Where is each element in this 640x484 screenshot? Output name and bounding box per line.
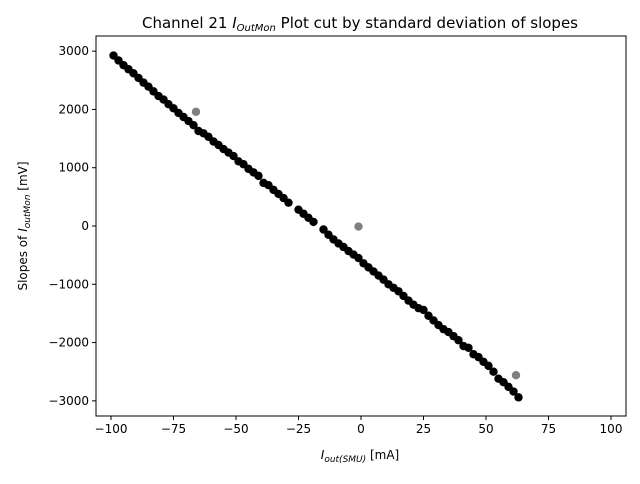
data-point	[514, 393, 523, 402]
cut-data-point	[191, 107, 201, 116]
data-point	[189, 120, 198, 130]
data-point	[319, 225, 328, 234]
data-point	[489, 367, 498, 376]
x-tick-label: −25	[286, 422, 311, 436]
x-tick-label: 25	[416, 422, 431, 436]
chart-title: Channel 21 IOutMon Plot cut by standard …	[142, 14, 578, 34]
data-point	[284, 198, 293, 207]
x-axis-label: Iout(SMU) [mA]	[321, 448, 399, 465]
x-tick-label: 0	[357, 422, 365, 436]
y-tick-label: −3000	[48, 394, 89, 408]
y-tick-label: −1000	[48, 277, 89, 291]
y-axis-label: Slopes of IoutMon [mV]	[16, 161, 33, 290]
x-tick-label: 75	[541, 422, 556, 436]
x-tick-label: 50	[478, 422, 493, 436]
data-point	[419, 305, 428, 315]
cut-data-point	[354, 222, 363, 231]
x-axis-ticks: −100 −75 −50 −25 0 25 50 75 100	[95, 416, 623, 436]
data-point	[464, 343, 473, 353]
y-tick-label: 1000	[58, 161, 89, 175]
y-tick-label: 0	[81, 219, 89, 233]
cut-data-point	[511, 371, 521, 380]
y-tick-label: −2000	[48, 336, 89, 350]
data-point	[484, 361, 493, 371]
data-point	[229, 151, 238, 161]
data-point	[254, 171, 263, 181]
x-tick-label: −50	[223, 422, 248, 436]
data-points	[109, 51, 523, 402]
y-axis-ticks: −3000 −2000 −1000 0 1000 2000 3000	[48, 44, 96, 408]
x-tick-label: −100	[95, 422, 128, 436]
data-point	[354, 253, 363, 263]
x-tick-label: −75	[161, 422, 186, 436]
y-tick-label: 3000	[58, 44, 89, 58]
data-point	[509, 387, 518, 396]
data-point	[454, 336, 463, 345]
y-tick-label: 2000	[58, 102, 89, 116]
data-point	[309, 217, 318, 227]
x-tick-label: 100	[600, 422, 623, 436]
